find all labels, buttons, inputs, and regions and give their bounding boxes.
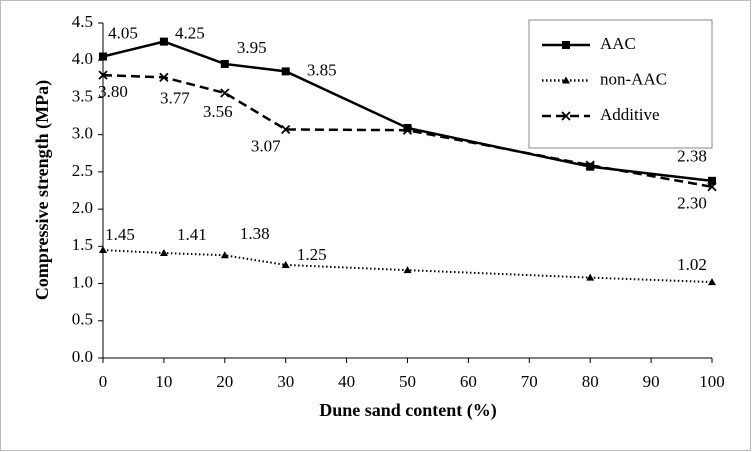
x-tick-label: 70 xyxy=(521,372,538,391)
data-label: 1.41 xyxy=(177,225,207,244)
marker xyxy=(281,67,290,76)
marker xyxy=(403,266,412,274)
data-label: 3.77 xyxy=(160,88,190,107)
x-tick-label: 10 xyxy=(155,372,172,391)
legend-marker xyxy=(562,41,570,49)
marker xyxy=(585,160,595,170)
y-tick-label: 2.0 xyxy=(72,198,93,217)
x-tick-label: 50 xyxy=(399,372,416,391)
legend-label: AAC xyxy=(600,34,636,53)
data-label: 3.85 xyxy=(307,60,337,79)
marker xyxy=(99,52,107,61)
y-tick-label: 3.0 xyxy=(72,124,93,143)
y-tick-label: 0.5 xyxy=(72,310,93,329)
y-axis-title: Compressive strength (MPa) xyxy=(32,80,53,300)
x-tick-label: 0 xyxy=(99,372,108,391)
y-tick-label: 2.5 xyxy=(72,161,93,180)
legend-marker xyxy=(561,111,571,121)
marker xyxy=(707,182,717,192)
x-tick-label: 40 xyxy=(338,372,355,391)
y-tick-label: 4.0 xyxy=(72,49,93,68)
marker xyxy=(281,260,290,268)
data-label: 3.56 xyxy=(203,102,233,121)
x-tick-label: 80 xyxy=(582,372,599,391)
data-label: 2.30 xyxy=(677,194,707,213)
marker xyxy=(586,162,595,171)
data-label: 1.02 xyxy=(677,255,707,274)
data-label: 3.95 xyxy=(237,38,267,57)
marker xyxy=(402,125,413,135)
data-label: 1.25 xyxy=(297,245,327,264)
x-axis-title: Dune sand content (%) xyxy=(319,400,497,421)
data-label: 3.07 xyxy=(251,136,281,155)
marker xyxy=(159,37,168,46)
x-tick-label: 100 xyxy=(699,372,725,391)
y-tick-label: 0.0 xyxy=(72,347,93,366)
legend-marker xyxy=(562,76,570,84)
y-tick-label: 1.0 xyxy=(72,272,93,291)
data-label: 3.80 xyxy=(98,82,128,101)
marker xyxy=(159,72,169,82)
data-label: 2.38 xyxy=(677,147,707,166)
data-label: 4.25 xyxy=(175,24,205,43)
marker xyxy=(220,88,230,98)
marker xyxy=(708,176,716,185)
marker xyxy=(586,273,595,281)
marker xyxy=(220,59,229,68)
y-tick-label: 3.5 xyxy=(72,86,93,105)
x-tick-label: 20 xyxy=(216,372,233,391)
data-label: 1.38 xyxy=(240,224,270,243)
y-tick-label: 4.5 xyxy=(72,12,93,31)
marker xyxy=(281,124,291,135)
marker xyxy=(99,246,107,254)
marker xyxy=(220,251,229,259)
marker xyxy=(159,249,168,257)
legend-label: non-AAC xyxy=(600,69,667,88)
legend-label: Additive xyxy=(600,105,660,124)
x-tick-label: 90 xyxy=(643,372,660,391)
marker xyxy=(98,70,108,80)
data-label: 4.05 xyxy=(108,23,138,42)
data-label: 1.45 xyxy=(105,225,135,244)
x-tick-label: 30 xyxy=(277,372,294,391)
marker xyxy=(708,278,716,286)
x-tick-label: 60 xyxy=(460,372,477,391)
y-tick-label: 1.5 xyxy=(72,235,93,254)
marker xyxy=(403,123,412,132)
legend-box xyxy=(528,19,713,149)
